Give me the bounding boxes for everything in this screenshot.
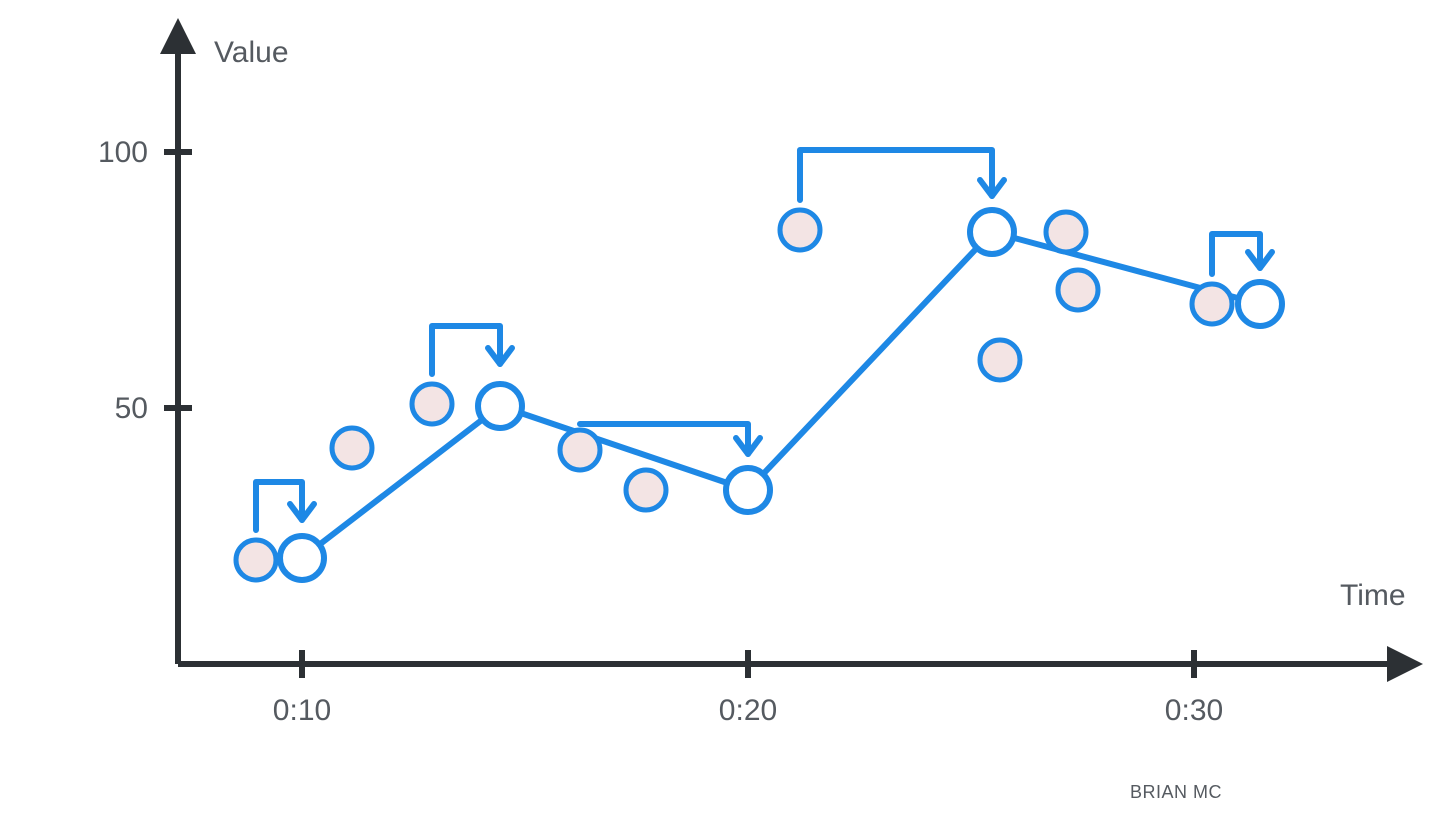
scatter-point xyxy=(1058,270,1098,310)
scatter-point xyxy=(236,540,276,580)
y-axis-label: Value xyxy=(214,36,289,69)
line-marker xyxy=(726,468,770,512)
scatter-point xyxy=(780,210,820,250)
line-marker xyxy=(280,536,324,580)
x-tick-label: 0:20 xyxy=(719,694,777,727)
x-axis-label: Time xyxy=(1340,579,1406,612)
y-tick-label: 100 xyxy=(98,136,148,169)
line-marker xyxy=(970,210,1014,254)
y-tick-label: 50 xyxy=(115,392,148,425)
scatter-point xyxy=(332,428,372,468)
scatter-point xyxy=(1192,284,1232,324)
scatter-point xyxy=(1046,212,1086,252)
x-tick-label: 0:10 xyxy=(273,694,331,727)
x-tick-label: 0:30 xyxy=(1165,694,1223,727)
credit-label: BRIAN MC xyxy=(1130,782,1222,802)
scatter-point xyxy=(980,340,1020,380)
line-marker xyxy=(478,384,522,428)
scatter-point xyxy=(560,430,600,470)
scatter-point xyxy=(412,384,452,424)
scatter-point xyxy=(626,470,666,510)
line-marker xyxy=(1238,282,1282,326)
